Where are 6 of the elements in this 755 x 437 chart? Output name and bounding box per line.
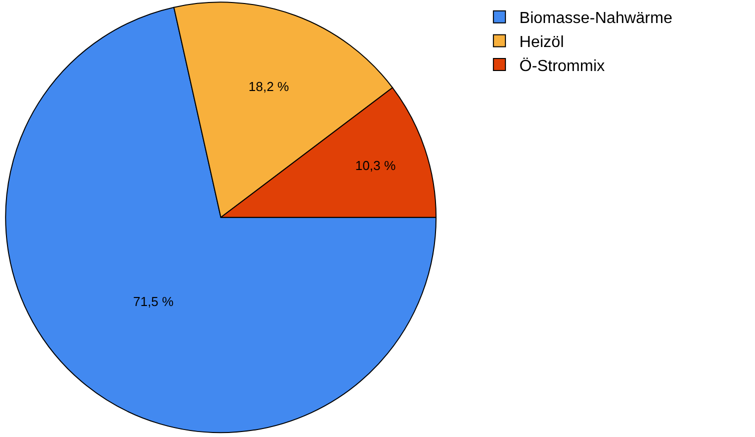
data-label: 18,2 % xyxy=(248,78,290,94)
data-label: 71,5 % xyxy=(133,294,174,309)
legend-label: Heizöl xyxy=(519,34,564,51)
legend-label: Ö-Strommix xyxy=(519,56,605,75)
legend-label: Biomasse-Nahwärme xyxy=(519,10,672,28)
data-label: 10,3 % xyxy=(355,158,396,173)
